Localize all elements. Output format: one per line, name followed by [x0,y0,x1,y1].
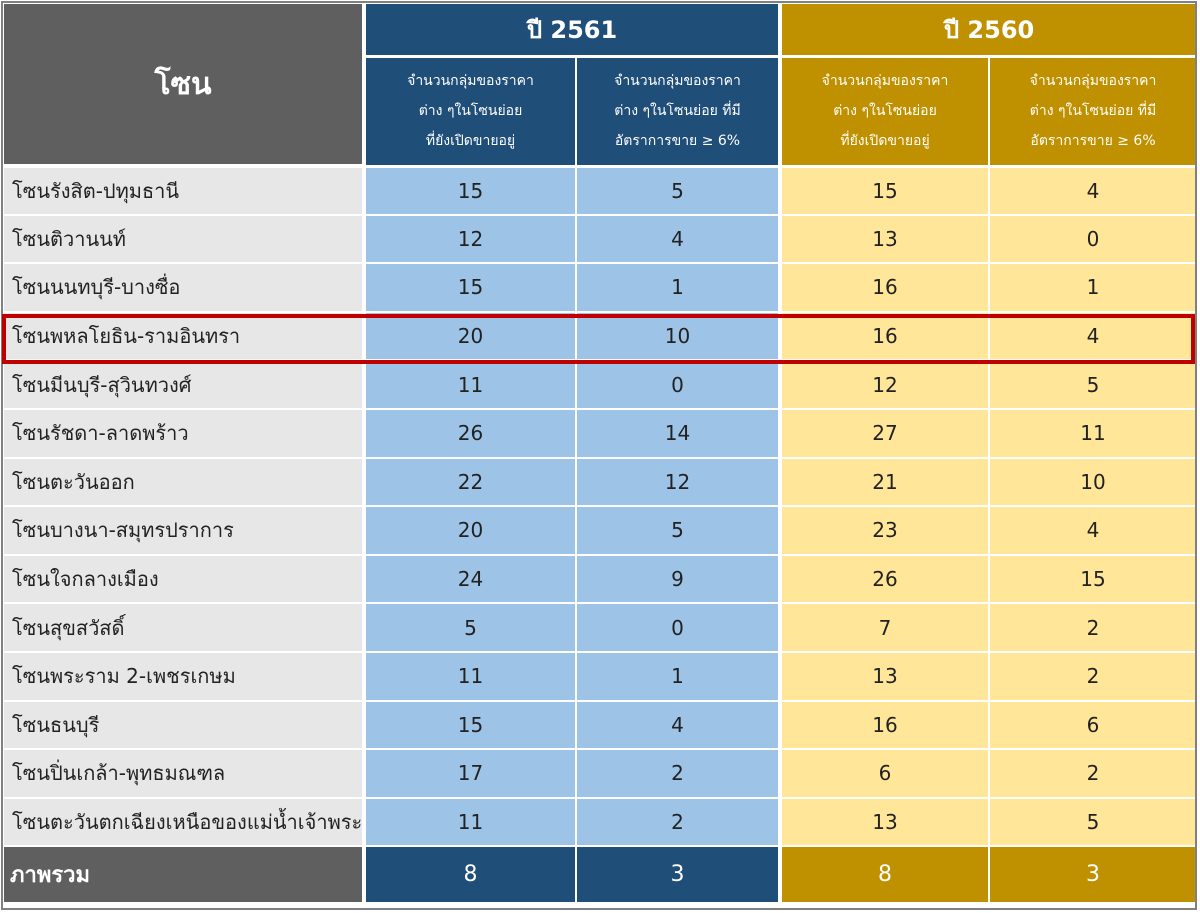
y2560-open-cell: 13 [780,797,991,848]
y2560-open-cell: 15 [780,166,991,216]
y2560-rate-cell: 4 [989,506,1197,556]
zone-name: โซนพระราม 2-เพชรเกษม [4,651,366,702]
y2561-open-cell: 15 [364,700,577,751]
table-row: โซนสุขสวัสดิ์ 5 0 7 2 [4,603,1197,653]
y2560-open-cell: 13 [780,214,991,265]
y2560-open-cell: 23 [780,506,991,556]
y2560-rate-cell: 0 [989,214,1197,265]
y2560-rate-cell: 15 [989,554,1197,605]
y2560-rate-cell: 5 [989,797,1197,848]
y2561-open-cell: 11 [364,651,577,702]
y2560-open-cell: 16 [780,700,991,751]
y2561-open-cell: 26 [364,408,577,459]
y2561-open-cell: 12 [364,214,577,265]
y2561-rate-cell: 9 [576,554,783,605]
y2560-open-cell: 21 [780,457,991,508]
y2560-open-cell: 27 [780,408,991,459]
total-y2561-open: 8 [364,846,577,903]
y2560-open-cell: 16 [780,311,991,362]
table-row: โซนตะวันออก 22 12 21 10 [4,457,1197,508]
zone-name: โซนสุขสวัสดิ์ [4,603,366,653]
y2560-rate-groups-header: จำนวนกลุ่มของราคา ต่าง ๆในโซนย่อย ที่มี … [989,56,1197,168]
y2560-rate-cell: 2 [989,603,1197,653]
y2560-open-cell: 16 [780,263,991,313]
table-row: โซนมีนบุรี-สุวินทวงศ์ 11 0 12 5 [4,360,1197,410]
y2561-open-cell: 17 [364,749,577,799]
total-label: ภาพรวม [4,846,366,903]
zone-column-header: โซน [4,4,366,168]
y2561-open-cell: 20 [364,506,577,556]
table-row: โซนบางนา-สมุทรปราการ 20 5 23 4 [4,506,1197,556]
year-2560-header: ปี 2560 [780,4,1197,58]
y2560-open-cell: 6 [780,749,991,799]
y2561-open-cell: 22 [364,457,577,508]
y2561-rate-cell: 4 [576,700,783,751]
table-row: โซนรังสิต-ปทุมธานี 15 5 15 4 [4,166,1197,216]
y2561-open-cell: 11 [364,797,577,848]
y2561-open-cell: 5 [364,603,577,653]
y2560-rate-cell: 6 [989,700,1197,751]
table-row-highlighted: โซนพหลโยธิน-รามอินทรา 20 10 16 4 [4,311,1197,362]
total-y2561-rate: 3 [576,846,783,903]
y2561-rate-cell: 1 [576,651,783,702]
zone-name: โซนนนทบุรี-บางซื่อ [4,263,366,313]
zone-name: โซนตะวันออก [4,457,366,508]
zone-name: โซนปิ่นเกล้า-พุทธมณฑล [4,749,366,799]
y2561-rate-cell: 10 [576,311,783,362]
table-row: โซนพระราม 2-เพชรเกษม 11 1 13 2 [4,651,1197,702]
y2560-open-cell: 26 [780,554,991,605]
y2560-rate-cell: 2 [989,749,1197,799]
y2560-open-cell: 13 [780,651,991,702]
zone-name: โซนธนบุรี [4,700,366,751]
y2560-rate-cell: 11 [989,408,1197,459]
zone-name: โซนบางนา-สมุทรปราการ [4,506,366,556]
y2561-rate-cell: 0 [576,360,783,410]
y2560-open-cell: 7 [780,603,991,653]
table-row: โซนรัชดา-ลาดพร้าว 26 14 27 11 [4,408,1197,459]
zone-name: โซนรัชดา-ลาดพร้าว [4,408,366,459]
zone-name: โซนพหลโยธิน-รามอินทรา [4,311,366,362]
y2561-open-cell: 15 [364,166,577,216]
y2561-rate-groups-header: จำนวนกลุ่มของราคา ต่าง ๆในโซนย่อย ที่มี … [576,56,783,168]
y2561-rate-cell: 0 [576,603,783,653]
total-row: ภาพรวม 8 3 8 3 [4,846,1197,903]
y2561-open-cell: 24 [364,554,577,605]
y2560-rate-cell: 4 [989,166,1197,216]
table-row: โซนใจกลางเมือง 24 9 26 15 [4,554,1197,605]
y2561-open-cell: 11 [364,360,577,410]
y2561-open-groups-header: จำนวนกลุ่มของราคา ต่าง ๆในโซนย่อย ที่ยัง… [364,56,577,168]
y2561-rate-cell: 14 [576,408,783,459]
y2560-rate-cell: 5 [989,360,1197,410]
y2561-rate-cell: 1 [576,263,783,313]
y2561-rate-cell: 2 [576,797,783,848]
y2561-rate-cell: 5 [576,506,783,556]
zone-name: โซนตะวันตกเฉียงเหนือของแม่น้ำเจ้าพระยา [4,797,366,848]
zone-name: โซนติวานนท์ [4,214,366,265]
y2561-open-cell: 15 [364,263,577,313]
zone-name: โซนรังสิต-ปทุมธานี [4,166,366,216]
zone-name: โซนใจกลางเมือง [4,554,366,605]
table-row: โซนธนบุรี 15 4 16 6 [4,700,1197,751]
year-2561-header: ปี 2561 [364,4,783,58]
table-row: โซนตะวันตกเฉียงเหนือของแม่น้ำเจ้าพระยา 1… [4,797,1197,848]
y2560-rate-cell: 10 [989,457,1197,508]
zone-name: โซนมีนบุรี-สุวินทวงศ์ [4,360,366,410]
y2561-rate-cell: 2 [576,749,783,799]
table-row: โซนนนทบุรี-บางซื่อ 15 1 16 1 [4,263,1197,313]
y2560-rate-cell: 2 [989,651,1197,702]
total-y2560-rate: 3 [989,846,1197,903]
y2560-rate-cell: 1 [989,263,1197,313]
y2561-rate-cell: 12 [576,457,783,508]
zone-price-group-table: โซน ปี 2561 ปี 2560 จำนวนกลุ่มของราคา ต่… [4,4,1197,903]
y2561-open-cell: 20 [364,311,577,362]
y2561-rate-cell: 4 [576,214,783,265]
y2560-open-groups-header: จำนวนกลุ่มของราคา ต่าง ๆในโซนย่อย ที่ยัง… [780,56,991,168]
y2560-rate-cell: 4 [989,311,1197,362]
table-row: โซนปิ่นเกล้า-พุทธมณฑล 17 2 6 2 [4,749,1197,799]
total-y2560-open: 8 [780,846,991,903]
y2560-open-cell: 12 [780,360,991,410]
table-row: โซนติวานนท์ 12 4 13 0 [4,214,1197,265]
y2561-rate-cell: 5 [576,166,783,216]
